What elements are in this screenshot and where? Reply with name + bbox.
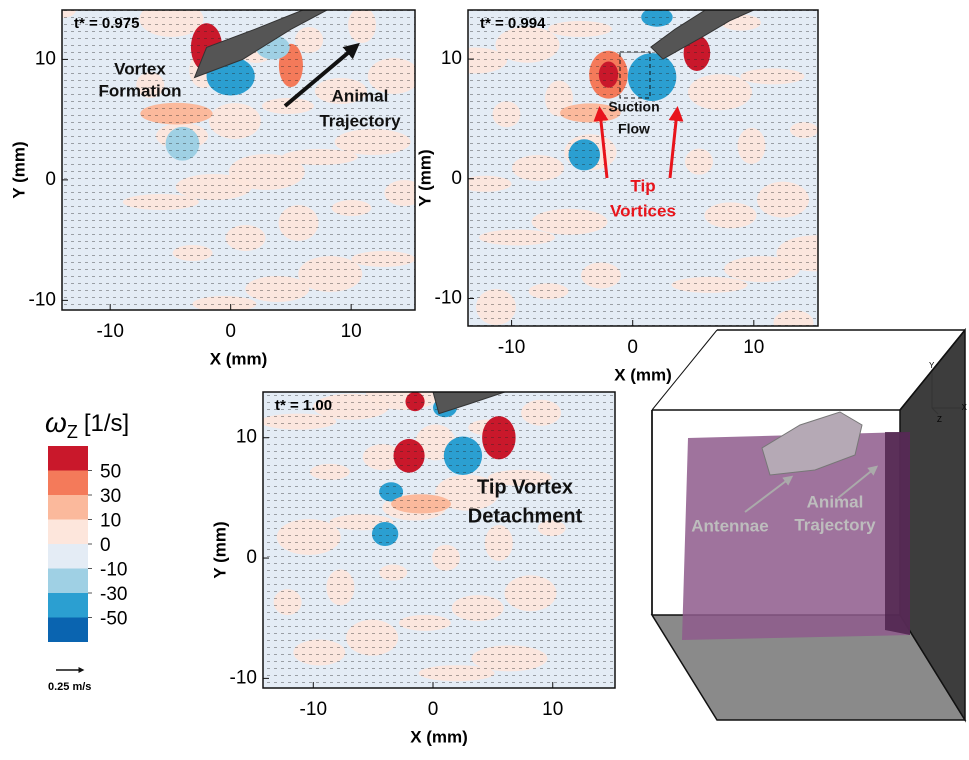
y-tick-label: 10 (236, 427, 257, 448)
colorbar-label: 10 (100, 511, 121, 532)
colorbar-swatch (48, 618, 88, 643)
x-tick-label: 0 (428, 699, 439, 720)
y-axis-label: Y (mm) (9, 141, 28, 198)
contour-panel: -10 0 10 -10 0 10 t* = 0.994 X (mm) Y (mm) (415, 8, 852, 385)
colorbar-label: 0 (100, 535, 111, 556)
axis-triad-label: Z (937, 415, 942, 424)
annotation: Formation (98, 81, 181, 100)
colorbar-swatch (48, 471, 88, 496)
colorbar-swatch (48, 495, 88, 520)
contour-panel: -10 0 10 -10 0 10 t* = 0.975 X (mm) Y (mm) (9, 1, 424, 368)
velocity-vectors (468, 10, 818, 326)
axis-triad-label: Y (929, 361, 935, 370)
annotation: Vortices (610, 201, 676, 220)
y-tick-label: 0 (45, 169, 56, 190)
vorticity-field (48, 1, 424, 312)
annotation: Tip Vortex (477, 476, 573, 498)
y-axis-label: Y (mm) (415, 149, 434, 206)
x-axis-label: X (mm) (210, 349, 268, 368)
contour-panel: -10 0 10 -10 0 10 t* = 1.00 X (mm) Y (mm) (210, 374, 615, 746)
x-tick-label: 10 (341, 321, 362, 342)
panel-title: t* = 0.975 (74, 15, 139, 32)
colorbar-swatch (48, 569, 88, 594)
colorbar-symbol: ω (45, 407, 67, 438)
y-tick-label: -10 (29, 289, 56, 310)
y-axis-label: Y (mm) (210, 521, 229, 578)
annotation: Trajectory (319, 111, 401, 130)
y-tick-label: 10 (441, 48, 462, 69)
colorbar-title: ωZ [1/s] (45, 407, 129, 441)
colorbar-unit: [1/s] (84, 410, 129, 437)
colorbar-swatch (48, 593, 88, 618)
annotation: Animal (332, 86, 389, 105)
y-tick-label: -10 (230, 667, 257, 688)
vorticity-field (260, 374, 615, 688)
x-tick-label: -10 (498, 337, 525, 358)
schematic-label: Animal (807, 492, 864, 511)
x-tick-label: 0 (225, 321, 236, 342)
schematic-label: Antennae (691, 516, 768, 535)
x-axis-label: X (mm) (410, 727, 468, 746)
y-tick-label: -10 (435, 287, 462, 308)
schematic-label: Trajectory (794, 515, 876, 534)
velocity-vectors (263, 392, 615, 688)
axis-triad-label: X (962, 403, 968, 412)
colorbar-swatch (48, 446, 88, 471)
colorbar-label: -30 (100, 584, 127, 605)
annotation: Suction (608, 99, 659, 115)
x-tick-label: 0 (627, 337, 638, 358)
x-tick-label: 10 (542, 699, 563, 720)
vorticity-field (443, 8, 853, 336)
colorbar-swatch (48, 544, 88, 569)
x-tick-label: -10 (300, 699, 327, 720)
scale-label: 0.25 m/s (48, 681, 91, 693)
colorbar-swatch (48, 520, 88, 545)
annotation: Flow (618, 121, 650, 137)
y-tick-label: 0 (451, 168, 462, 189)
annotation: Vortex (114, 59, 166, 78)
colorbar-label: -50 (100, 609, 127, 630)
colorbar-subscript: Z (67, 422, 78, 442)
panel-title: t* = 0.994 (480, 15, 546, 32)
colorbar-label: 50 (100, 462, 121, 483)
y-tick-label: 10 (35, 48, 56, 69)
x-tick-label: 10 (743, 337, 764, 358)
panel-title: t* = 1.00 (275, 397, 332, 414)
annotation: Detachment (468, 505, 583, 527)
x-axis-label: X (mm) (614, 365, 672, 384)
figure: -10 0 10 -10 0 10 t* = 0.975 X (mm) Y (mm) -10 0 10… (0, 0, 969, 760)
colorbar-label: 30 (100, 486, 121, 507)
x-tick-label: -10 (96, 321, 123, 342)
y-tick-label: 0 (246, 547, 257, 568)
colorbar-label: -10 (100, 560, 127, 581)
annotation: Tip (630, 176, 655, 195)
